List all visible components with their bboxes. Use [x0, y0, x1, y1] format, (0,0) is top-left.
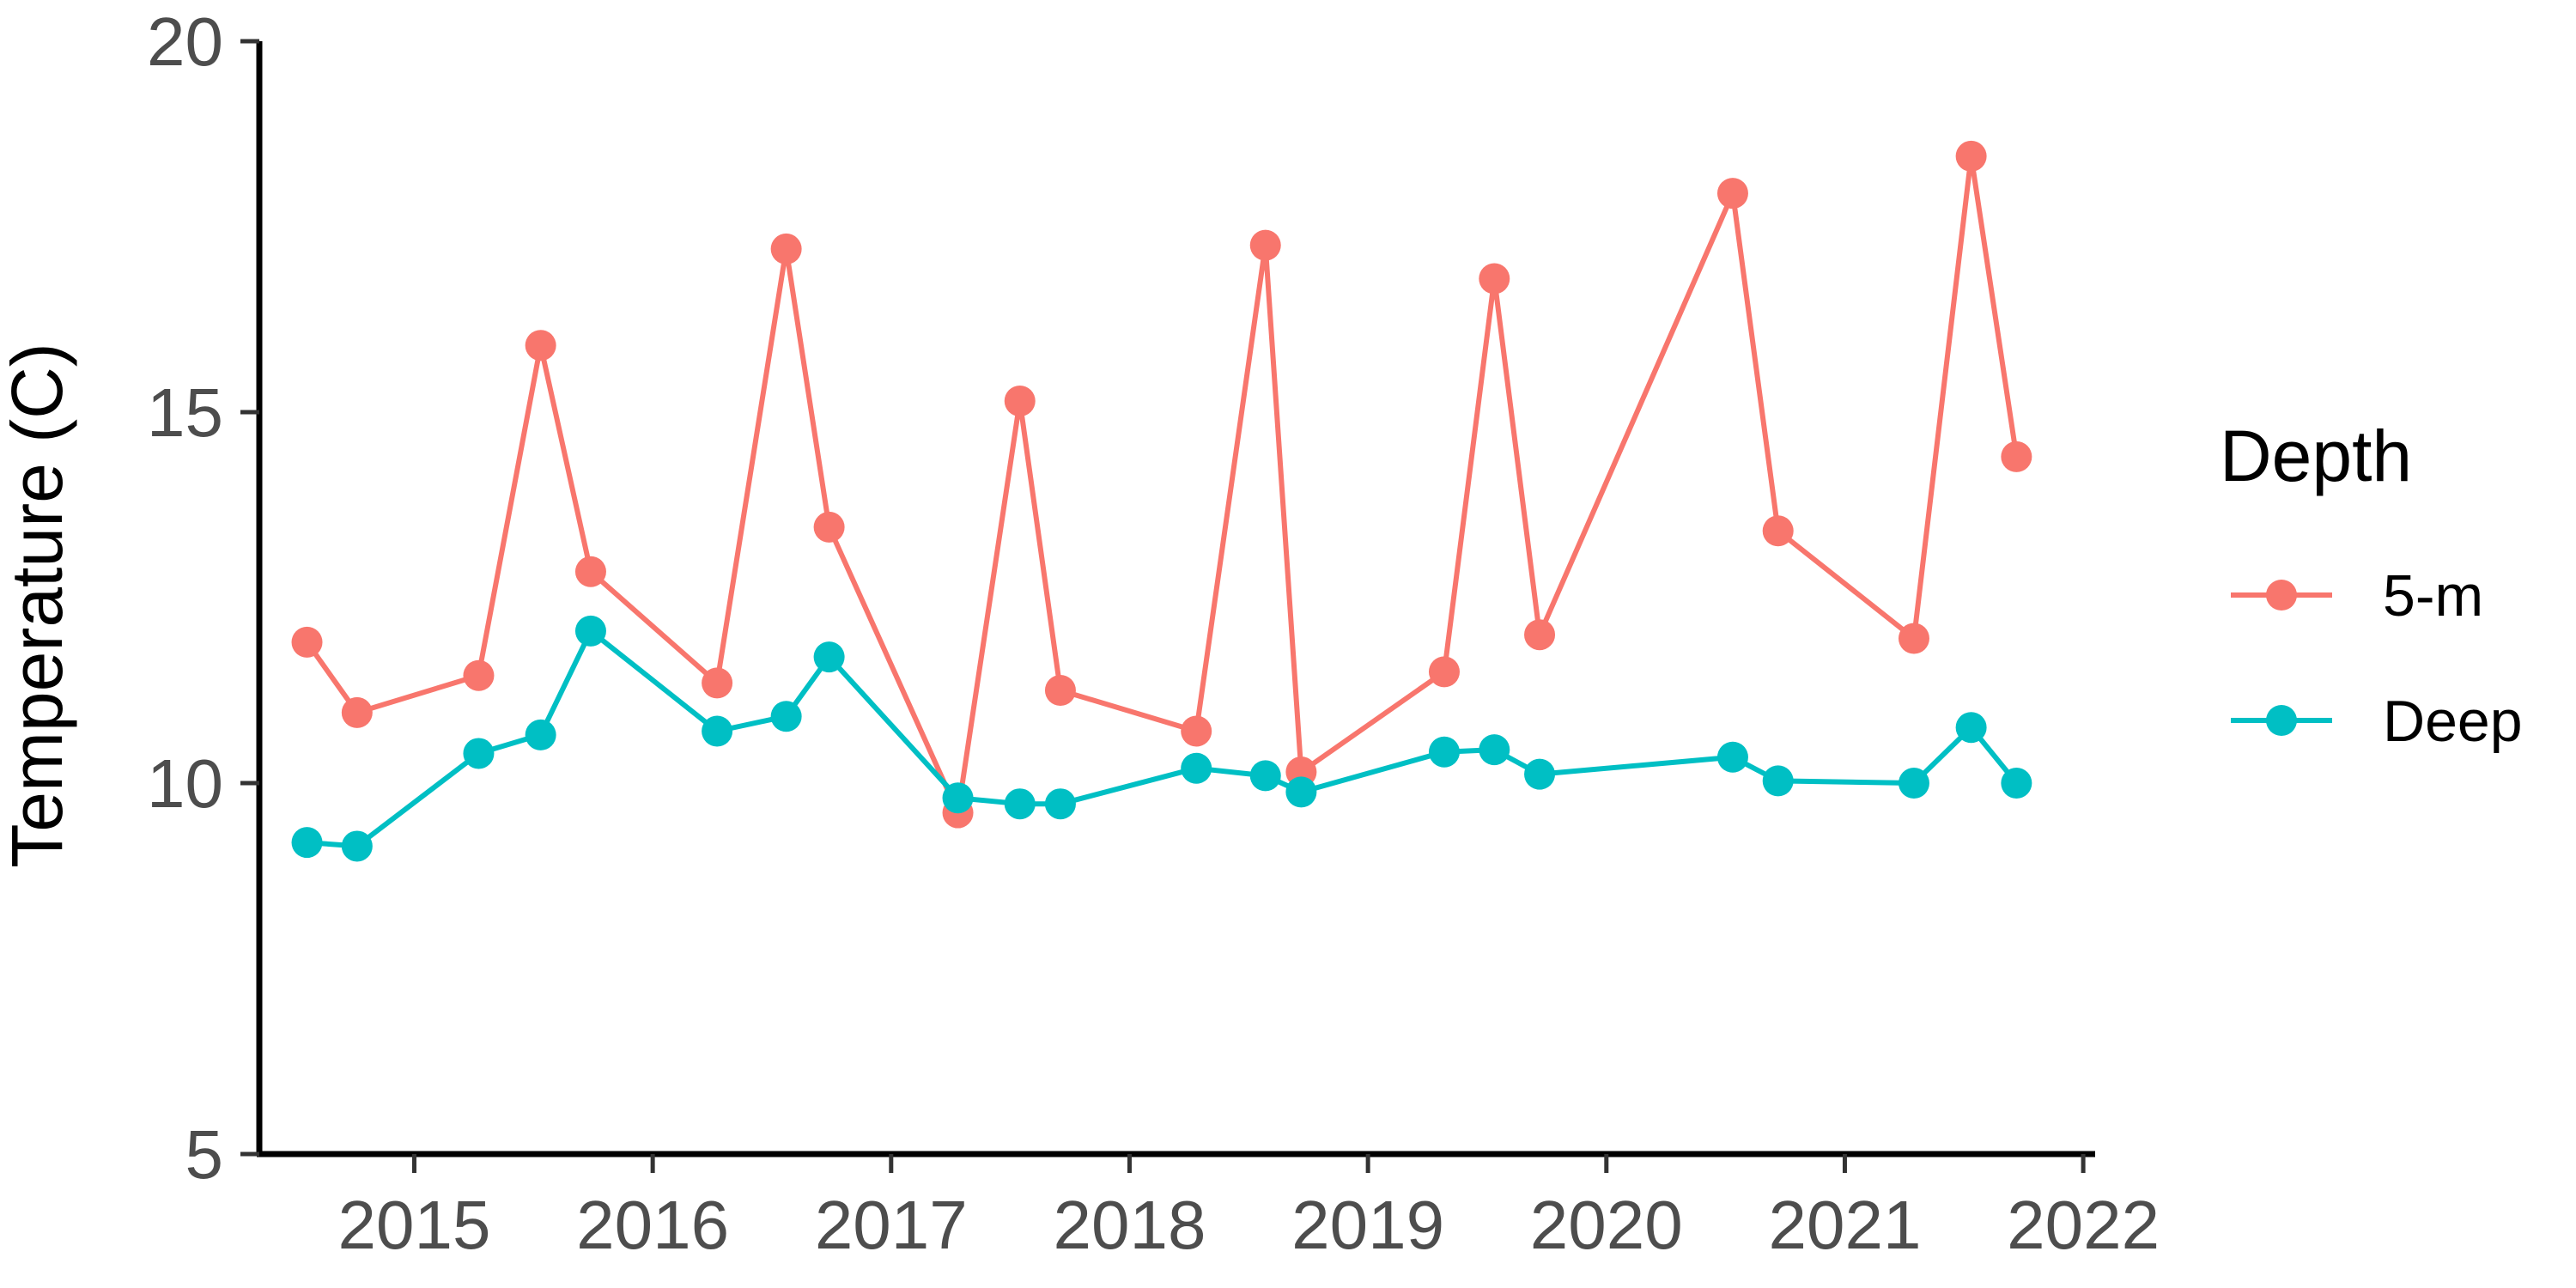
- series-lines: [305, 153, 2020, 849]
- legend-swatch-point: [2266, 580, 2297, 611]
- x-tick-label: 2019: [1291, 1187, 1444, 1263]
- data-point-deep: [813, 641, 845, 673]
- x-tick-label: 2021: [1768, 1187, 1921, 1263]
- data-point-deep: [702, 715, 733, 747]
- data-point-deep: [1716, 741, 1748, 773]
- data-point-5-m: [2001, 440, 2032, 472]
- legend: Depth 5-m Deep: [2220, 416, 2523, 754]
- data-point-5-m: [525, 330, 556, 361]
- data-point-deep: [2001, 768, 2032, 799]
- data-point-5-m: [1524, 619, 1556, 651]
- data-point-5-m: [1762, 515, 1794, 547]
- x-tick-label: 2016: [576, 1187, 729, 1263]
- series-line-deep: [307, 628, 2019, 849]
- data-point-5-m: [1955, 140, 1987, 172]
- x-tick-label: 2022: [2007, 1187, 2160, 1263]
- data-point-deep: [1044, 788, 1076, 820]
- y-tick-label: 5: [185, 1116, 224, 1193]
- series-points: [291, 140, 2032, 862]
- data-point-deep: [1524, 758, 1556, 790]
- data-point-5-m: [1181, 715, 1212, 747]
- x-tick-label: 2020: [1530, 1187, 1683, 1263]
- data-point-5-m: [1428, 656, 1460, 688]
- axes: 5 10 15 20 2015 2016 2017 2018 2019 2020 2021 2022: [147, 3, 2160, 1263]
- data-point-5-m: [574, 556, 606, 587]
- data-point-deep: [341, 830, 373, 862]
- data-point-deep: [525, 719, 556, 750]
- data-point-deep: [1181, 752, 1212, 784]
- data-point-deep: [1285, 776, 1317, 808]
- data-point-deep: [291, 827, 323, 859]
- series-line-5-m: [305, 153, 2020, 816]
- data-point-5-m: [770, 233, 802, 264]
- legend-title: Depth: [2220, 416, 2412, 496]
- data-point-5-m: [1004, 386, 1036, 417]
- data-point-5-m: [463, 659, 495, 691]
- x-tick-label: 2018: [1053, 1187, 1206, 1263]
- data-point-deep: [1249, 760, 1281, 792]
- data-point-5-m: [341, 696, 373, 728]
- data-point-deep: [1955, 712, 1987, 744]
- legend-label: 5-m: [2383, 563, 2483, 629]
- data-point-5-m: [702, 667, 733, 699]
- y-axis-title: Temperature (C): [0, 343, 77, 868]
- data-point-deep: [770, 701, 802, 732]
- data-point-5-m: [1479, 263, 1510, 295]
- data-point-deep: [1004, 788, 1036, 820]
- data-point-deep: [942, 782, 974, 814]
- y-tick-label: 20: [147, 3, 223, 80]
- data-point-5-m: [1716, 178, 1748, 210]
- legend-item-5-m: 5-m: [2231, 563, 2483, 629]
- data-point-deep: [1479, 734, 1510, 766]
- legend-label: Deep: [2383, 689, 2523, 754]
- legend-items: 5-m Deep: [2231, 563, 2523, 754]
- y-tick-label: 10: [147, 745, 223, 822]
- data-point-5-m: [813, 511, 845, 543]
- data-point-5-m: [1249, 229, 1281, 261]
- legend-swatch-point: [2266, 705, 2297, 736]
- data-point-deep: [1428, 736, 1460, 768]
- x-tick-label: 2015: [337, 1187, 490, 1263]
- data-point-5-m: [291, 626, 323, 658]
- y-tick-label: 15: [147, 374, 223, 451]
- legend-item-deep: Deep: [2231, 689, 2523, 754]
- data-point-deep: [1898, 768, 1929, 799]
- data-point-deep: [463, 738, 495, 769]
- x-tick-label: 2017: [815, 1187, 968, 1263]
- data-point-deep: [574, 615, 606, 647]
- data-point-deep: [1762, 765, 1794, 797]
- data-point-5-m: [1898, 623, 1929, 654]
- data-point-5-m: [1044, 675, 1076, 706]
